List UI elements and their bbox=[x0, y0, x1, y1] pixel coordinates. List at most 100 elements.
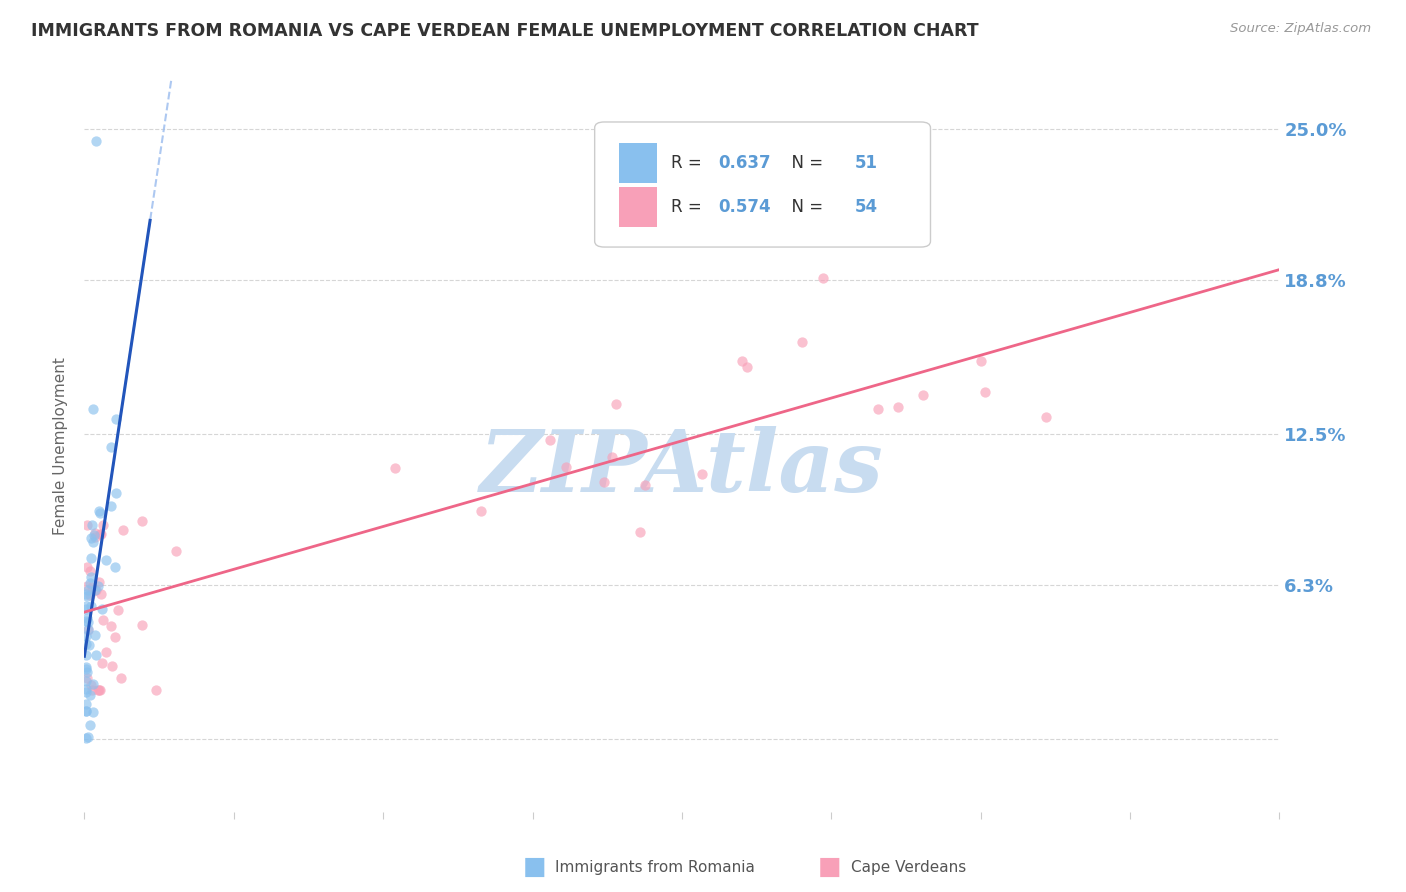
Point bbox=[100, 658, 122, 673]
Point bbox=[887, 401, 910, 415]
Point bbox=[76, 624, 98, 638]
Point bbox=[554, 460, 576, 475]
Point bbox=[75, 698, 97, 712]
Point bbox=[84, 530, 107, 544]
Point bbox=[89, 682, 111, 697]
Point bbox=[93, 517, 115, 532]
Point bbox=[83, 628, 105, 642]
Point bbox=[731, 353, 754, 368]
Point bbox=[1035, 410, 1057, 425]
Point bbox=[628, 524, 651, 539]
Point bbox=[131, 618, 153, 632]
Text: N =: N = bbox=[782, 154, 828, 172]
Point bbox=[735, 360, 758, 375]
Point bbox=[76, 671, 98, 685]
Text: 0.637: 0.637 bbox=[718, 154, 770, 172]
Point bbox=[76, 622, 98, 636]
Point bbox=[90, 587, 112, 601]
Point bbox=[89, 527, 111, 541]
Point bbox=[605, 397, 627, 411]
Point bbox=[104, 412, 127, 426]
Point bbox=[80, 550, 103, 565]
FancyBboxPatch shape bbox=[619, 186, 657, 227]
Point bbox=[79, 717, 101, 731]
Point bbox=[100, 440, 122, 454]
FancyBboxPatch shape bbox=[595, 122, 931, 247]
Point bbox=[110, 672, 132, 686]
Text: IMMIGRANTS FROM ROMANIA VS CAPE VERDEAN FEMALE UNEMPLOYMENT CORRELATION CHART: IMMIGRANTS FROM ROMANIA VS CAPE VERDEAN … bbox=[31, 22, 979, 40]
Point bbox=[792, 334, 814, 349]
Point bbox=[131, 514, 153, 528]
Point bbox=[165, 544, 187, 558]
Point bbox=[75, 614, 97, 628]
Text: R =: R = bbox=[671, 198, 707, 216]
Point bbox=[84, 648, 107, 662]
Point bbox=[75, 673, 97, 688]
Point bbox=[75, 704, 97, 718]
Point bbox=[82, 682, 104, 697]
Point bbox=[87, 575, 110, 590]
Point bbox=[89, 504, 111, 518]
Point bbox=[84, 583, 107, 598]
Point bbox=[104, 485, 127, 500]
Point bbox=[79, 688, 101, 702]
Point bbox=[112, 524, 135, 538]
Point bbox=[76, 731, 98, 745]
Point bbox=[89, 682, 111, 697]
Point bbox=[91, 614, 114, 628]
Point bbox=[80, 532, 103, 546]
Point bbox=[90, 527, 112, 541]
Point bbox=[100, 499, 122, 513]
Point bbox=[911, 388, 934, 402]
Text: Cape Verdeans: Cape Verdeans bbox=[851, 860, 966, 874]
Text: R =: R = bbox=[671, 154, 707, 172]
Point bbox=[75, 587, 97, 601]
Text: ■: ■ bbox=[523, 855, 546, 879]
Point bbox=[79, 588, 101, 602]
Point bbox=[75, 731, 97, 746]
Point bbox=[80, 599, 103, 613]
Point bbox=[103, 560, 125, 574]
Point bbox=[75, 704, 97, 718]
Point bbox=[970, 353, 993, 368]
Point bbox=[87, 579, 110, 593]
Point bbox=[84, 134, 107, 148]
Point bbox=[91, 657, 114, 671]
Point bbox=[470, 504, 492, 518]
Point bbox=[82, 705, 104, 719]
Point bbox=[593, 475, 616, 490]
Point bbox=[75, 648, 97, 662]
Point bbox=[76, 518, 98, 533]
FancyBboxPatch shape bbox=[619, 143, 657, 183]
Point bbox=[82, 534, 104, 549]
Point bbox=[76, 589, 98, 603]
Point bbox=[77, 615, 100, 630]
Point bbox=[79, 575, 101, 590]
Point bbox=[80, 580, 103, 594]
Y-axis label: Female Unemployment: Female Unemployment bbox=[53, 357, 69, 535]
Point bbox=[76, 583, 98, 598]
Point bbox=[384, 461, 406, 475]
Point bbox=[692, 467, 714, 482]
Text: 0.574: 0.574 bbox=[718, 198, 770, 216]
Point bbox=[79, 565, 101, 579]
Point bbox=[82, 518, 104, 533]
Point bbox=[538, 433, 561, 447]
Point bbox=[811, 271, 834, 285]
Text: Source: ZipAtlas.com: Source: ZipAtlas.com bbox=[1230, 22, 1371, 36]
Point bbox=[76, 579, 98, 593]
Point bbox=[104, 630, 127, 644]
Point bbox=[75, 636, 97, 650]
Text: 51: 51 bbox=[855, 154, 879, 172]
Point bbox=[84, 582, 107, 597]
Point bbox=[75, 662, 97, 676]
Point bbox=[80, 570, 103, 584]
Point bbox=[868, 402, 890, 417]
Point bbox=[82, 677, 104, 691]
Point bbox=[75, 685, 97, 699]
Point bbox=[75, 629, 97, 643]
Point bbox=[94, 553, 117, 567]
Text: ■: ■ bbox=[818, 855, 841, 879]
Point bbox=[79, 638, 101, 652]
Point bbox=[83, 528, 105, 542]
